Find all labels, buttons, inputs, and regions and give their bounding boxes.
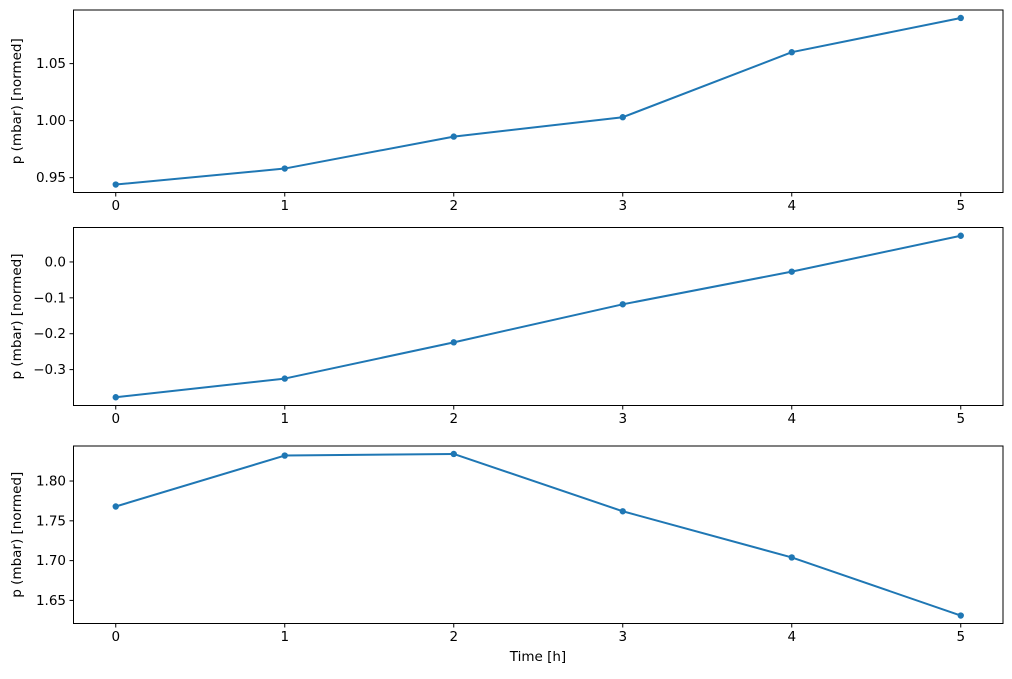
y-tick-label: −0.1 bbox=[33, 290, 66, 306]
x-tick-label: 3 bbox=[618, 629, 627, 645]
subplot-3: 0 1 2 3 4 5 1.65 1.70 1.75 1.80 p (mbar) [normed] bbox=[9, 445, 1004, 645]
y-tick-label: −0.3 bbox=[33, 362, 66, 378]
x-tick-label: 3 bbox=[618, 411, 627, 427]
y-axis-label: p (mbar) [normed] bbox=[9, 254, 25, 380]
data-point-marker bbox=[281, 165, 288, 172]
y-tick-label: 1.80 bbox=[36, 474, 66, 490]
y-tick-label: 1.65 bbox=[36, 593, 66, 609]
x-tick-label: 5 bbox=[956, 198, 965, 214]
subplot-2: 0 1 2 3 4 5 0.0 −0.1 −0.2 −0.3 p (mbar) [normed] bbox=[9, 227, 1004, 427]
data-point-marker bbox=[957, 232, 964, 239]
axes-box bbox=[73, 445, 1004, 624]
axes-box bbox=[73, 9, 1004, 193]
x-tick-label: 4 bbox=[787, 198, 796, 214]
x-tick-label: 1 bbox=[280, 629, 289, 645]
x-tick-label: 2 bbox=[449, 411, 458, 427]
x-tick-label: 5 bbox=[956, 629, 965, 645]
y-tick-label: −0.2 bbox=[33, 326, 66, 342]
data-point-marker bbox=[450, 133, 457, 140]
line-series bbox=[114, 234, 962, 399]
y-tick-label: 0.0 bbox=[45, 254, 66, 270]
data-point-marker bbox=[112, 181, 119, 188]
x-tick-label: 1 bbox=[280, 411, 289, 427]
x-tick-label: 5 bbox=[956, 411, 965, 427]
y-axis-label: p (mbar) [normed] bbox=[9, 472, 25, 598]
data-point-marker bbox=[619, 508, 626, 515]
line-series bbox=[114, 16, 962, 186]
x-axis-label: Time [h] bbox=[509, 649, 567, 665]
x-tick-label: 4 bbox=[787, 629, 796, 645]
data-point-marker bbox=[112, 394, 119, 401]
y-tick-label: 0.95 bbox=[36, 170, 66, 186]
x-tick-label: 1 bbox=[280, 198, 289, 214]
subplot-1: 0 1 2 3 4 5 0.95 1.00 1.05 p (mbar) [normed] bbox=[9, 9, 1004, 214]
x-tick-label: 2 bbox=[449, 629, 458, 645]
data-point-marker bbox=[450, 339, 457, 346]
x-tick-label: 0 bbox=[111, 198, 120, 214]
data-point-marker bbox=[619, 301, 626, 308]
y-tick-label: 1.00 bbox=[36, 113, 66, 129]
y-axis-label: p (mbar) [normed] bbox=[9, 38, 25, 164]
data-point-marker bbox=[788, 49, 795, 56]
data-point-marker bbox=[281, 452, 288, 459]
x-tick-label: 2 bbox=[449, 198, 458, 214]
x-tick-label: 4 bbox=[787, 411, 796, 427]
y-tick-label: 1.70 bbox=[36, 553, 66, 569]
data-point-marker bbox=[788, 554, 795, 561]
data-point-marker bbox=[619, 114, 626, 121]
data-point-marker bbox=[281, 375, 288, 382]
data-point-marker bbox=[957, 612, 964, 619]
data-point-marker bbox=[112, 503, 119, 510]
line-series bbox=[114, 452, 962, 617]
data-point-marker bbox=[450, 450, 457, 458]
x-tick-label: 0 bbox=[111, 411, 120, 427]
data-point-marker bbox=[957, 14, 964, 22]
y-tick-label: 1.75 bbox=[36, 513, 66, 529]
x-tick-label: 3 bbox=[618, 198, 627, 214]
data-point-marker bbox=[788, 268, 795, 275]
y-tick-label: 1.05 bbox=[36, 56, 66, 72]
axes-box bbox=[73, 227, 1004, 406]
x-tick-label: 0 bbox=[111, 629, 120, 645]
